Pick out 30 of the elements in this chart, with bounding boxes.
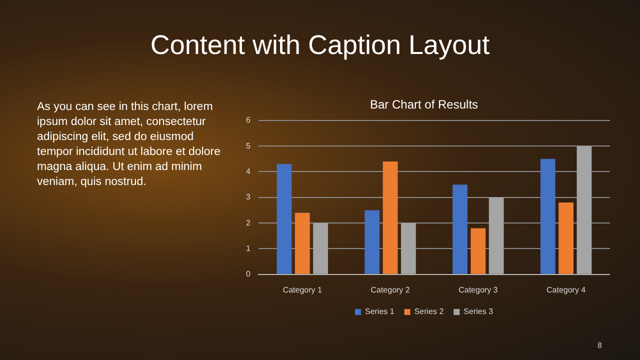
y-tick-label: 0 (246, 270, 251, 279)
y-tick-label: 3 (246, 192, 251, 202)
y-tick-label: 6 (246, 116, 251, 125)
bar (276, 164, 292, 274)
x-tick-label: Category 4 (546, 285, 586, 294)
chart-title: Bar Chart of Results (370, 98, 478, 112)
bar (488, 197, 504, 274)
bar (382, 161, 398, 274)
legend-label: Series 1 (364, 307, 395, 316)
y-tick-label: 1 (246, 244, 251, 253)
y-tick-label: 5 (246, 141, 251, 150)
y-tick-label: 4 (246, 166, 251, 176)
bar (313, 223, 328, 274)
legend-label: Series 2 (414, 307, 444, 316)
text: As you can see in this chart, lorem ipsum dolor sit amet, consectetur adipiscing elit, sed do eiusmod tempor incididunt ut labore et dolore magna aliqua. Ut enim ad minim veniam, quis nostrud. (37, 100, 222, 190)
bar (558, 202, 574, 274)
bar (364, 210, 380, 274)
x-tick-label: Category 2 (370, 285, 410, 294)
bar (576, 146, 592, 274)
legend-label: Series 3 (464, 307, 494, 316)
bar (400, 223, 416, 274)
bar (294, 212, 310, 274)
text: Content with Caption Layout (149, 30, 491, 61)
bar (452, 184, 468, 274)
bar (540, 158, 556, 274)
bar (470, 228, 486, 274)
y-tick-label: 2 (246, 218, 251, 228)
x-tick-label: Category 3 (458, 285, 498, 294)
x-tick-label: Category 1 (282, 285, 323, 294)
text: 8 (598, 341, 602, 350)
